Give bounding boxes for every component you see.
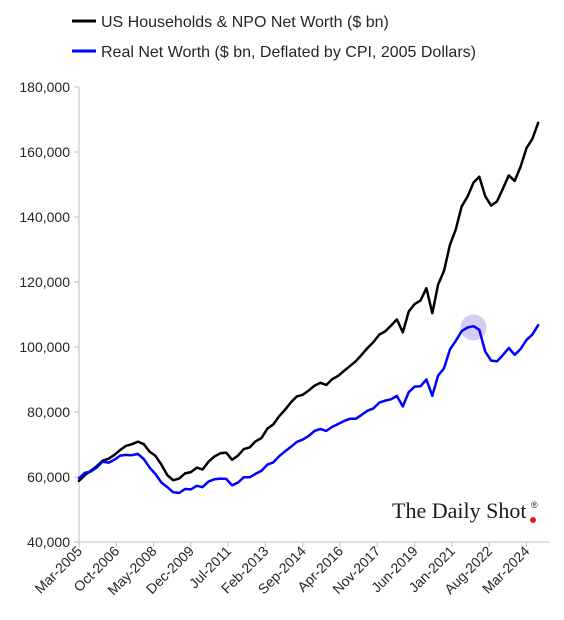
y-tick-label: 40,000 xyxy=(27,534,70,550)
legend-label-real: Real Net Worth ($ bn, Deflated by CPI, 2… xyxy=(101,44,476,61)
y-tick-label: 60,000 xyxy=(27,469,70,485)
y-tick-label: 180,000 xyxy=(19,79,70,95)
y-tick-label: 80,000 xyxy=(27,404,70,420)
brand-registered-mark: ® xyxy=(531,500,538,510)
legend-item-nominal: US Households & NPO Net Worth ($ bn) xyxy=(72,14,389,31)
y-tick-label: 120,000 xyxy=(19,274,70,290)
series-line-real-net-worth xyxy=(77,323,540,495)
legend-label-nominal: US Households & NPO Net Worth ($ bn) xyxy=(101,14,389,31)
x-tick-group: Mar-2005Oct-2006May-2008Dec-2009Jul-2011… xyxy=(31,542,533,598)
legend: US Households & NPO Net Worth ($ bn) Rea… xyxy=(72,14,476,61)
y-tick-group: 40,000 60,000 80,000 100,000 120,000 140,000 1… xyxy=(19,79,79,550)
legend-item-real: Real Net Worth ($ bn, Deflated by CPI, 2… xyxy=(72,44,476,61)
y-tick-label: 160,000 xyxy=(19,144,70,160)
brand-dot xyxy=(530,517,536,523)
brand-logo: The Daily Shot ® xyxy=(392,498,538,523)
series-layer xyxy=(77,121,540,495)
y-tick-label: 100,000 xyxy=(19,339,70,355)
y-tick-label: 140,000 xyxy=(19,209,70,225)
brand-label: The Daily Shot xyxy=(392,498,526,523)
series-line-nominal-net-worth xyxy=(77,121,540,483)
